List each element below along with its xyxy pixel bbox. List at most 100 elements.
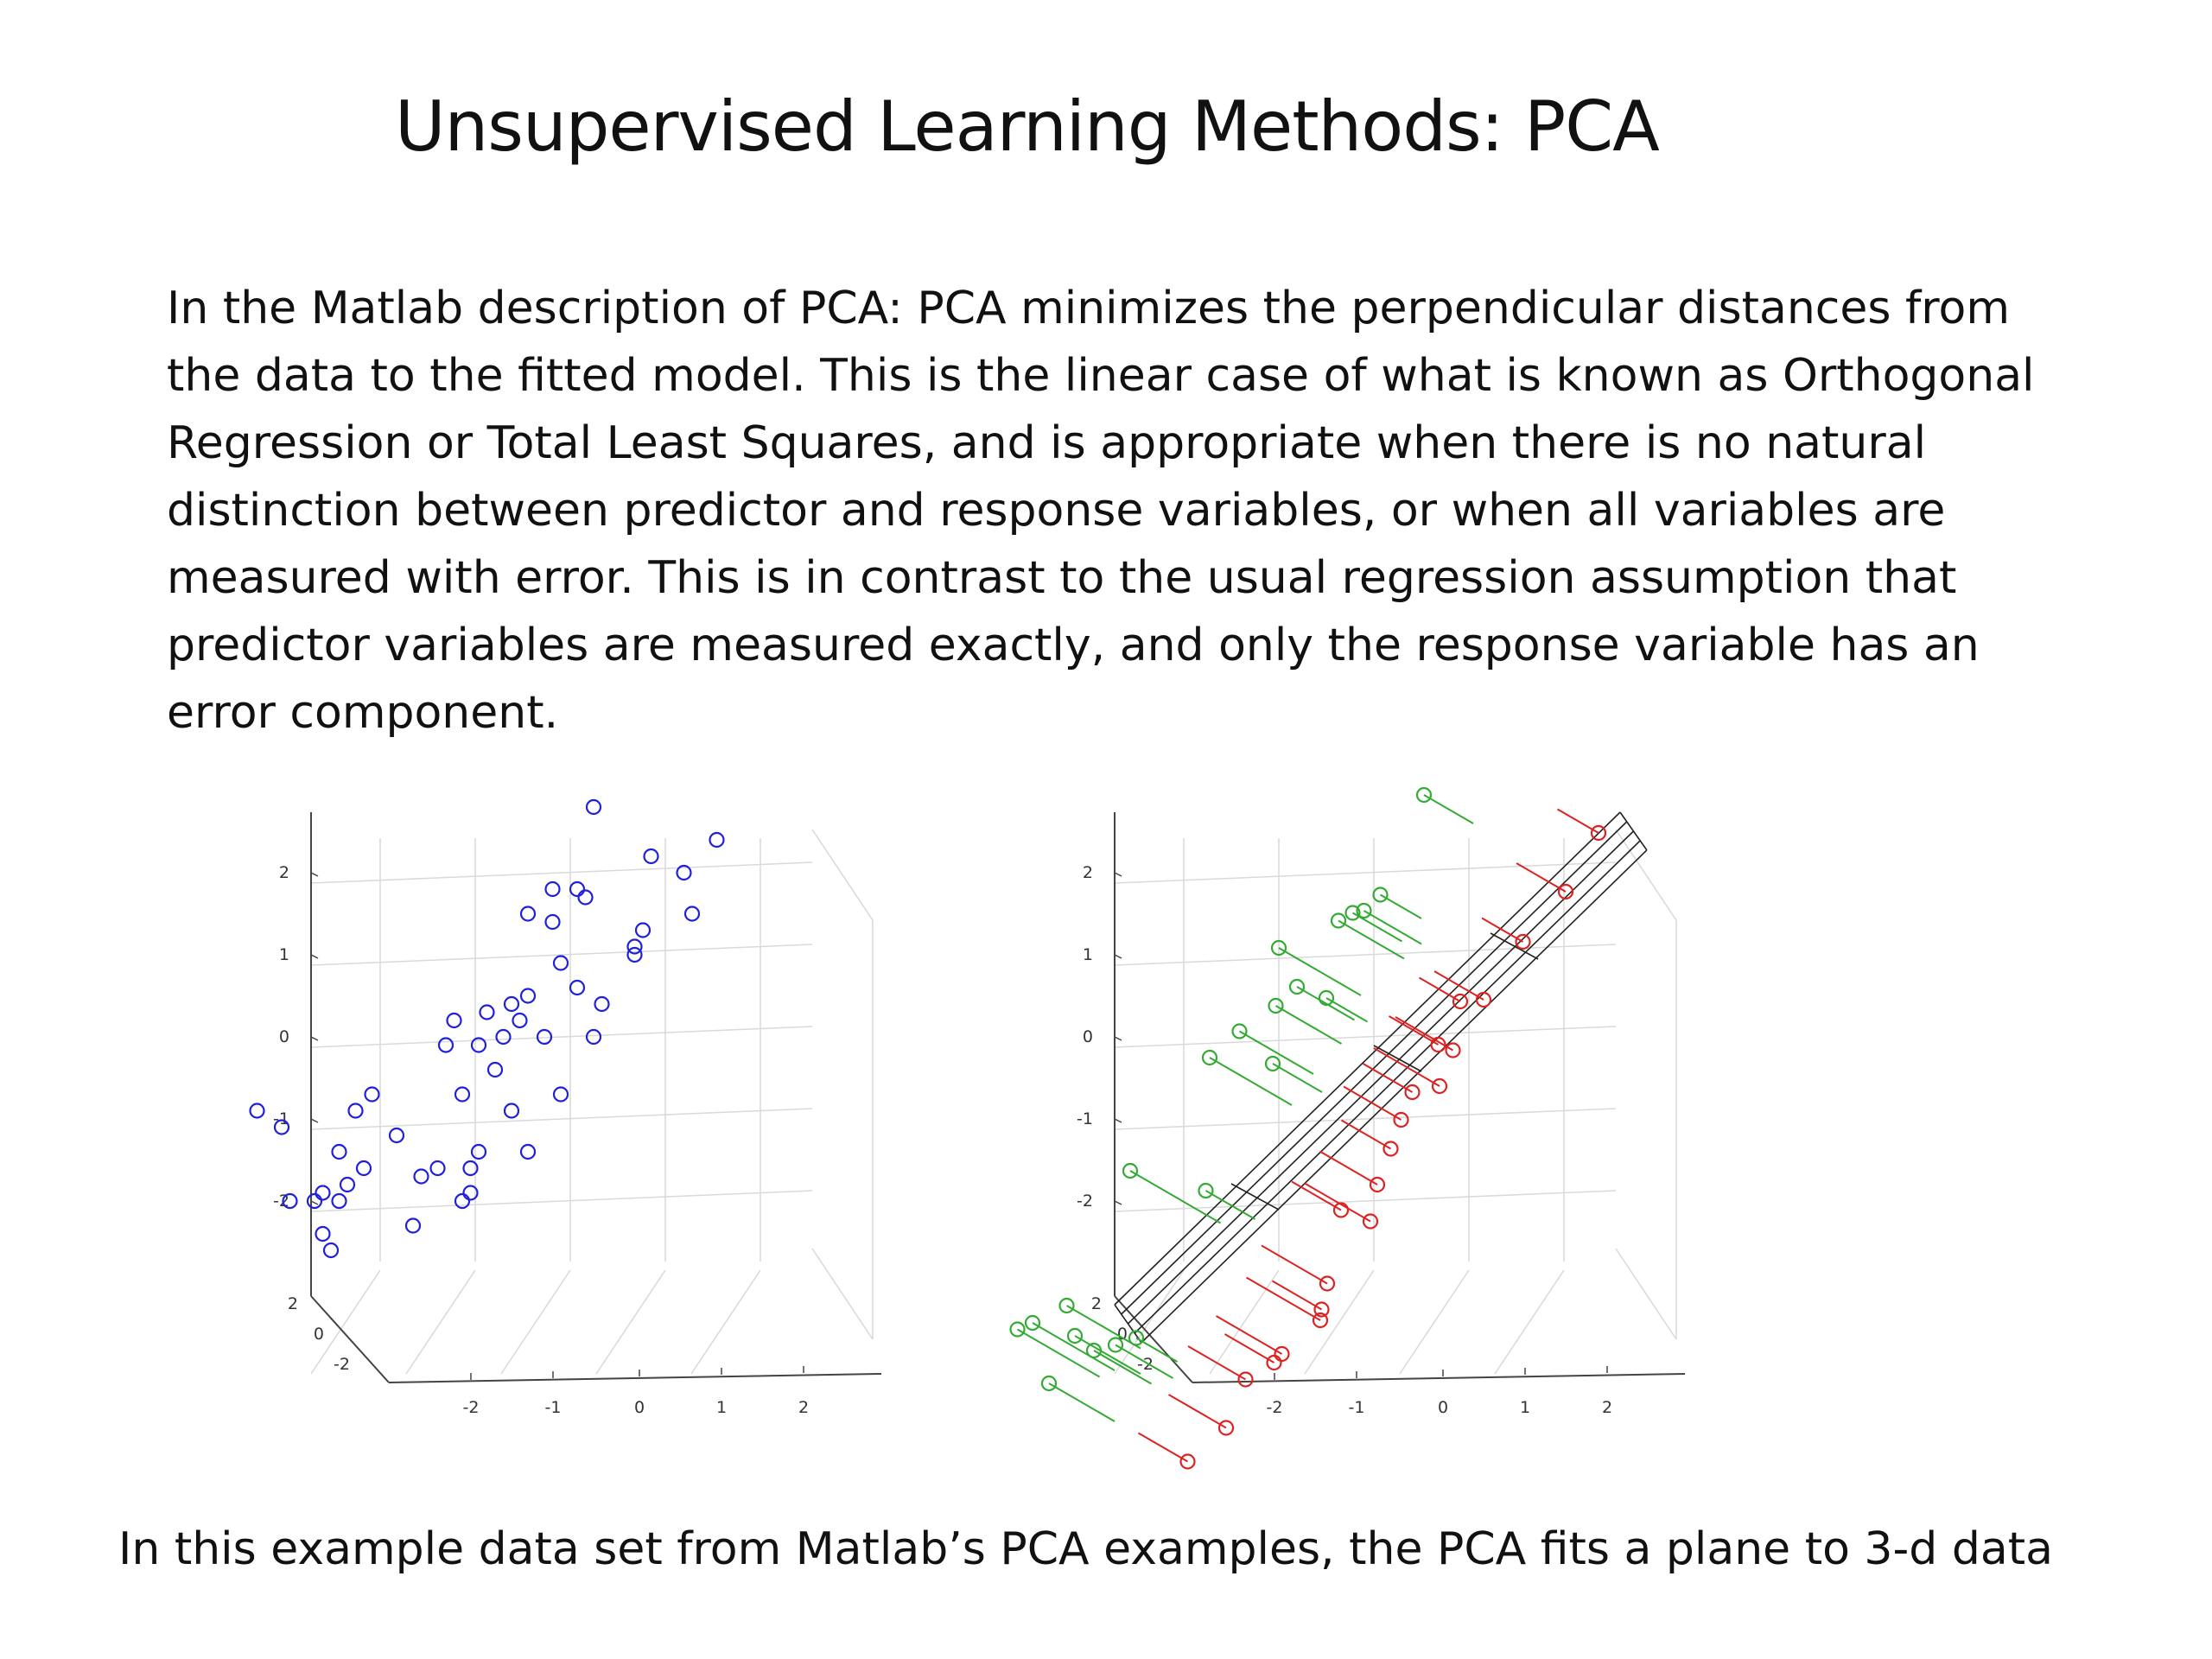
z-tick-label: -2 bbox=[1077, 1192, 1093, 1211]
body-line: the data to the fitted model. This is th… bbox=[167, 350, 2035, 402]
x-tick-label: -1 bbox=[545, 1398, 562, 1417]
below-plane-point bbox=[1431, 1077, 1448, 1095]
z-tick bbox=[310, 954, 319, 959]
z-tick-label: 0 bbox=[1083, 1027, 1093, 1046]
gridline bbox=[310, 1190, 813, 1212]
below-plane-point bbox=[1430, 1036, 1446, 1053]
below-plane-point bbox=[1274, 1345, 1290, 1363]
z-tick-label: -1 bbox=[273, 1109, 289, 1128]
below-plane-residual bbox=[1271, 1280, 1323, 1311]
data-point bbox=[676, 864, 692, 881]
above-plane-point bbox=[1288, 978, 1306, 995]
above-plane-residual bbox=[1278, 947, 1362, 996]
plane-cross-line bbox=[1230, 1183, 1280, 1211]
below-plane-point bbox=[1557, 883, 1574, 900]
above-plane-residual bbox=[1115, 1344, 1174, 1379]
data-point bbox=[470, 1037, 487, 1053]
data-point bbox=[536, 1028, 553, 1046]
data-point bbox=[544, 913, 561, 931]
below-plane-point bbox=[1445, 1042, 1461, 1058]
x-tick-label: 2 bbox=[798, 1398, 809, 1417]
z-tick bbox=[1114, 1200, 1122, 1205]
gridline bbox=[690, 1269, 761, 1375]
below-plane-residual bbox=[1343, 1085, 1402, 1121]
below-plane-point bbox=[1393, 1111, 1409, 1128]
above-plane-point bbox=[1122, 1162, 1139, 1179]
below-plane-residual bbox=[1362, 1063, 1414, 1093]
data-point bbox=[462, 1160, 479, 1177]
body-line: Regression or Total Least Squares, and i… bbox=[167, 417, 1927, 469]
x-tick-label: 1 bbox=[1520, 1398, 1530, 1417]
gridline bbox=[1494, 1269, 1565, 1375]
body-line: measured with error. This is in contrast… bbox=[167, 552, 1957, 604]
x-tick-label: 2 bbox=[1602, 1398, 1612, 1417]
above-plane-point bbox=[1318, 989, 1335, 1007]
below-plane-residual bbox=[1304, 1182, 1371, 1223]
plane-line bbox=[1121, 821, 1628, 1315]
below-plane-point bbox=[1319, 1275, 1336, 1292]
data-point bbox=[347, 1103, 364, 1119]
below-plane-point bbox=[1404, 1084, 1421, 1101]
z-tick bbox=[1114, 872, 1122, 877]
data-point bbox=[479, 1004, 495, 1020]
plane-cross-line bbox=[1373, 1045, 1422, 1072]
gridline bbox=[310, 861, 813, 884]
above-plane-point bbox=[1066, 1327, 1084, 1344]
gridline bbox=[811, 829, 874, 921]
above-plane-residual bbox=[1032, 1322, 1116, 1371]
data-point bbox=[282, 1192, 298, 1210]
y-axis-line bbox=[310, 1295, 390, 1383]
below-plane-point bbox=[1590, 824, 1607, 842]
data-point bbox=[306, 1192, 323, 1210]
gridline bbox=[1114, 1108, 1617, 1130]
below-plane-point bbox=[1266, 1354, 1282, 1371]
scatter-3d-plot: 210-1-2-2 -1 0 1 2-202 bbox=[249, 798, 882, 1417]
below-plane-point bbox=[1382, 1141, 1399, 1157]
below-plane-point bbox=[1332, 1202, 1350, 1218]
below-plane-point bbox=[1237, 1371, 1254, 1388]
data-point bbox=[634, 922, 652, 938]
y-axis-line bbox=[1114, 1295, 1193, 1383]
gridline bbox=[1615, 1248, 1677, 1340]
gridline bbox=[310, 1026, 813, 1048]
above-plane-residual bbox=[1048, 1382, 1116, 1422]
data-point bbox=[315, 1185, 331, 1201]
gridline bbox=[310, 1108, 813, 1130]
below-plane-point bbox=[1217, 1420, 1235, 1436]
data-point bbox=[249, 1103, 265, 1119]
data-point bbox=[519, 906, 537, 922]
above-plane-residual bbox=[1238, 1030, 1314, 1075]
gridline bbox=[310, 1269, 381, 1375]
z-tick-label: 1 bbox=[1083, 945, 1093, 964]
data-point bbox=[413, 1168, 429, 1185]
data-point bbox=[446, 1012, 462, 1029]
x-axis-line bbox=[388, 1373, 882, 1383]
below-plane-residual bbox=[1556, 808, 1599, 834]
data-point bbox=[552, 1086, 569, 1103]
gridline bbox=[1304, 1269, 1375, 1375]
above-plane-residual bbox=[1016, 1328, 1101, 1378]
x-tick-label: 0 bbox=[1438, 1398, 1448, 1417]
data-point bbox=[503, 1103, 520, 1119]
below-plane-residual bbox=[1291, 1180, 1342, 1211]
above-plane-point bbox=[1372, 887, 1389, 903]
below-plane-residual bbox=[1395, 1016, 1454, 1052]
slide-title: Unsupervised Learning Methods: PCA bbox=[395, 86, 1660, 167]
below-plane-residual bbox=[1319, 1150, 1378, 1185]
plane-line bbox=[1127, 830, 1634, 1325]
above-plane-point bbox=[1198, 1182, 1214, 1199]
above-plane-point bbox=[1128, 1330, 1145, 1346]
below-plane-point bbox=[1515, 933, 1531, 950]
gridline bbox=[1114, 861, 1617, 884]
z-tick-label: 0 bbox=[279, 1027, 289, 1046]
above-plane-residual bbox=[1379, 893, 1422, 919]
above-plane-residual bbox=[1065, 1305, 1141, 1350]
above-plane-point bbox=[1415, 786, 1433, 804]
data-point bbox=[519, 1143, 537, 1160]
slide-caption: In this example data set from Matlab’s P… bbox=[118, 1523, 2053, 1575]
above-plane-residual bbox=[1205, 1190, 1256, 1220]
data-point bbox=[273, 1119, 290, 1135]
below-plane-residual bbox=[1340, 1119, 1392, 1150]
data-point bbox=[315, 1225, 331, 1243]
plane-edge bbox=[1619, 811, 1648, 851]
